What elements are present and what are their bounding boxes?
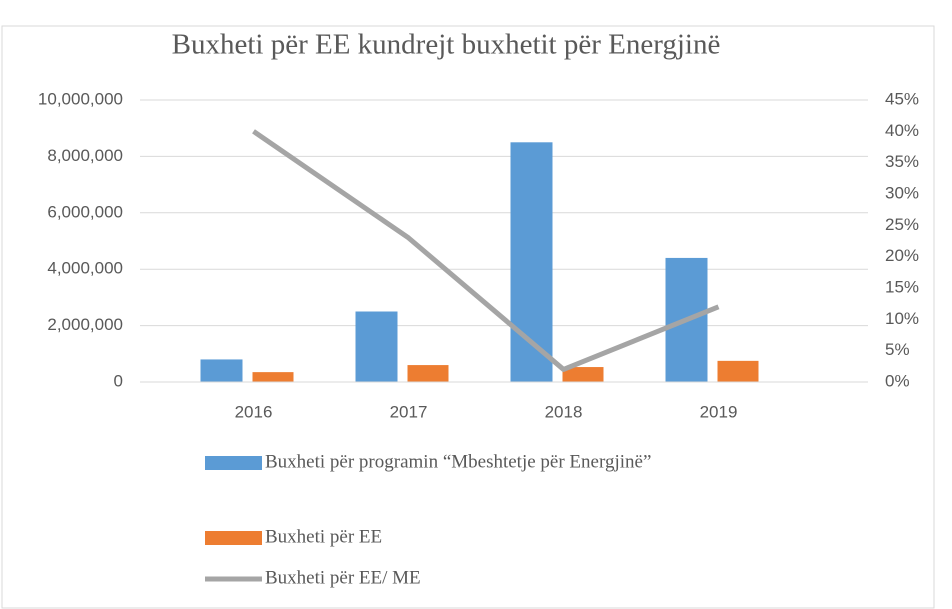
y2-tick-label: 25% — [885, 215, 919, 234]
bar — [407, 365, 449, 382]
y-tick-label: 2,000,000 — [47, 315, 123, 334]
legend-swatch — [205, 456, 262, 470]
legend-label: Buxheti për programin “Mbeshtetje për En… — [265, 451, 651, 472]
y-tick-label: 6,000,000 — [47, 202, 123, 221]
x-tick-label: 2018 — [545, 402, 583, 421]
bar — [510, 142, 553, 382]
bar — [252, 372, 294, 382]
y-tick-label: 8,000,000 — [47, 146, 123, 165]
bar — [355, 311, 398, 382]
bar — [562, 367, 604, 382]
legend-label: Buxheti për EE — [265, 526, 382, 547]
y-tick-label: 0 — [114, 371, 123, 390]
y2-tick-label: 45% — [885, 89, 919, 108]
x-tick-label: 2017 — [390, 402, 428, 421]
y2-tick-label: 15% — [885, 277, 919, 296]
chart-title: Buxheti për EE kundrejt buxhetit për Ene… — [172, 29, 721, 61]
y2-tick-label: 5% — [885, 340, 910, 359]
y2-tick-label: 35% — [885, 152, 919, 171]
bar — [200, 359, 243, 382]
x-tick-label: 2019 — [700, 402, 738, 421]
y2-tick-label: 10% — [885, 309, 919, 328]
legend-swatch — [205, 531, 262, 545]
y2-tick-label: 30% — [885, 183, 919, 202]
y2-tick-label: 40% — [885, 121, 919, 140]
legend-label: Buxheti për EE/ ME — [265, 567, 421, 588]
y2-tick-label: 20% — [885, 246, 919, 265]
y-tick-label: 10,000,000 — [38, 89, 123, 108]
x-tick-label: 2016 — [235, 402, 273, 421]
chart-border — [1, 25, 935, 609]
line — [252, 129, 720, 372]
y-tick-label: 4,000,000 — [47, 259, 123, 278]
bar — [717, 360, 759, 382]
y2-tick-label: 0% — [885, 371, 910, 390]
